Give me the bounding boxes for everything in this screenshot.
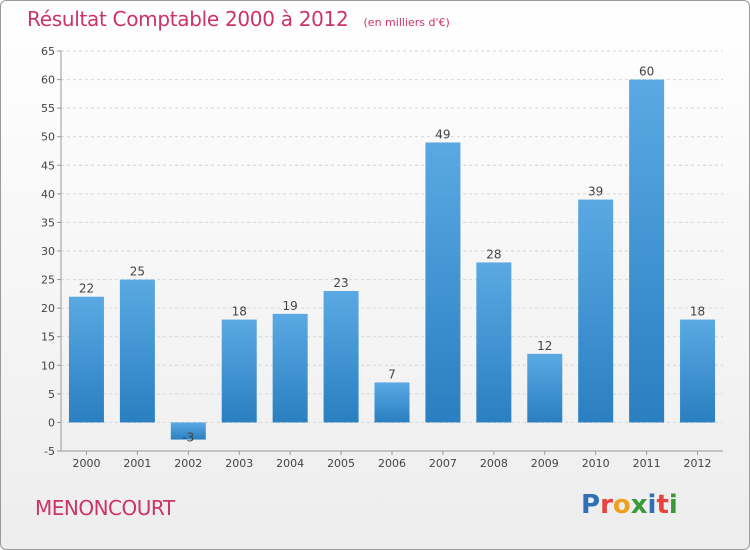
x-tick-label: 2008 — [480, 457, 508, 470]
data-labels: 22 25 -3 18 19 23 7 49 28 12 39 60 18 — [79, 65, 705, 445]
x-tick-label: 2011 — [633, 457, 661, 470]
title-row: Résultat Comptable 2000 à 2012 (en milli… — [27, 7, 450, 31]
data-label: 23 — [333, 276, 348, 290]
y-tick-label: 40 — [41, 188, 55, 201]
x-tick-label: 2004 — [276, 457, 304, 470]
axes: -5 0 5 10 15 20 25 30 35 40 45 50 55 60 65 2000 2001 2002… — [41, 45, 723, 470]
data-label: 7 — [388, 367, 396, 381]
brand-letter: i — [668, 490, 678, 520]
x-tick-label: 2002 — [174, 457, 202, 470]
y-tick-label: 65 — [41, 45, 55, 58]
bar — [68, 296, 104, 423]
brand-letter: P — [581, 490, 601, 520]
x-tick-label: 2001 — [123, 457, 151, 470]
y-tick-label: 30 — [41, 245, 55, 258]
bar — [374, 382, 410, 423]
bar — [170, 422, 206, 440]
brand-letter: o — [612, 490, 631, 520]
data-label: 39 — [588, 185, 603, 199]
brand-logo: Proxiti — [581, 490, 678, 520]
brand-letter: i — [647, 490, 657, 520]
bar — [629, 79, 665, 423]
brand-letter: r — [600, 490, 613, 520]
chart-title: Résultat Comptable 2000 à 2012 — [27, 7, 349, 31]
x-tick-label: 2009 — [531, 457, 559, 470]
data-label: 19 — [283, 299, 298, 313]
brand-letter: x — [630, 490, 648, 520]
bar — [578, 199, 614, 423]
x-tick-label: 2000 — [72, 457, 100, 470]
data-label: 18 — [232, 305, 247, 319]
x-tick-label: 2010 — [582, 457, 610, 470]
data-label: 28 — [486, 247, 501, 261]
x-tick-label: 2003 — [225, 457, 253, 470]
y-tick-label: 35 — [41, 216, 55, 229]
data-label: 18 — [690, 305, 705, 319]
bar — [680, 319, 716, 423]
y-tick-label: 10 — [41, 359, 55, 372]
bar — [476, 262, 512, 423]
data-label: 49 — [435, 127, 450, 141]
x-tick-label: 2005 — [327, 457, 355, 470]
bar — [425, 142, 461, 423]
brand-letter: t — [656, 490, 669, 520]
y-tick-label: 55 — [41, 102, 55, 115]
x-tick-label: 2007 — [429, 457, 457, 470]
y-tick-label: 0 — [48, 416, 55, 429]
bar — [119, 279, 155, 423]
bars — [68, 79, 716, 440]
data-label: -3 — [182, 431, 194, 445]
y-tick-label: 15 — [41, 331, 55, 344]
chart-subtitle: (en milliers d'€) — [363, 16, 450, 29]
bar — [323, 291, 359, 423]
y-tick-label: 45 — [41, 159, 55, 172]
y-tick-label: 20 — [41, 302, 55, 315]
data-label: 22 — [79, 282, 94, 296]
y-tick-label: 60 — [41, 74, 55, 87]
data-label: 25 — [130, 265, 145, 279]
bar — [272, 313, 308, 423]
y-tick-label: 5 — [48, 388, 55, 401]
place-name: MENONCOURT — [35, 496, 175, 520]
x-tick-label: 2006 — [378, 457, 406, 470]
data-label: 60 — [639, 65, 654, 79]
bar — [527, 353, 563, 423]
data-label: 12 — [537, 339, 552, 353]
bar — [221, 319, 257, 423]
y-tick-label: -5 — [44, 445, 55, 458]
y-tick-label: 50 — [41, 131, 55, 144]
y-tick-label: 25 — [41, 274, 55, 287]
x-tick-label: 2012 — [684, 457, 712, 470]
